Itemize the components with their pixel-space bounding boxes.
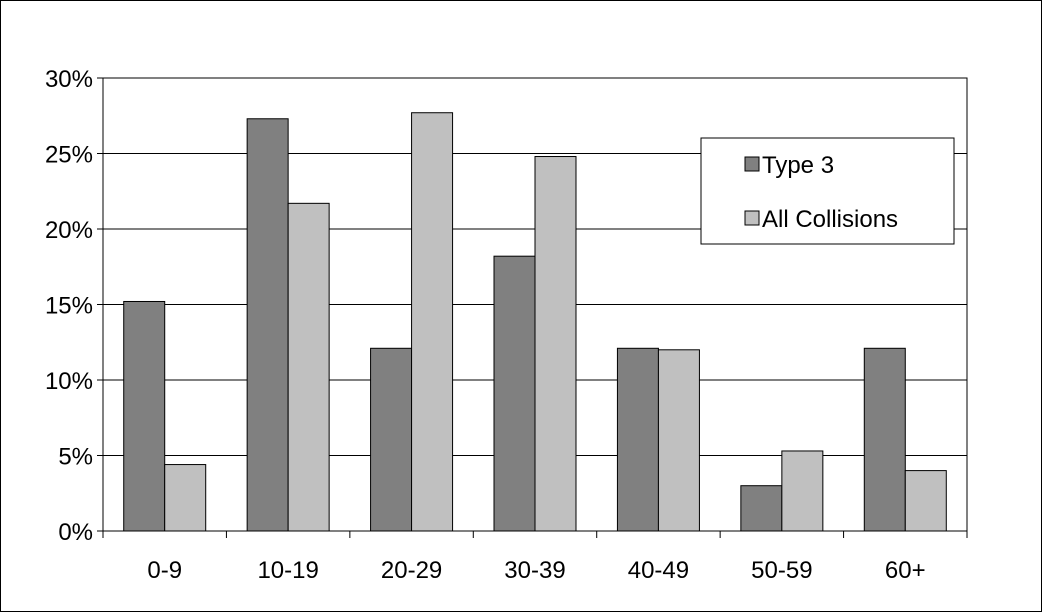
bar-type-3-20-29: [370, 347, 413, 532]
y-tick-label: 30%: [45, 66, 93, 93]
bar-all-collisions-20-29: [411, 112, 454, 532]
bar-all-collisions-0-9: [164, 464, 207, 532]
bar-type-3-60+: [863, 347, 906, 532]
y-tick-label: 0%: [58, 519, 93, 546]
bar-type-3-40-49: [616, 347, 659, 532]
legend-box: [700, 137, 955, 245]
x-tick-labels: 0-9 10-19 20-29 30-39 40-49 50-59 60+: [147, 557, 925, 584]
bars: [123, 112, 947, 532]
bar-all-collisions-10-19: [287, 202, 330, 532]
y-tick-label: 20%: [45, 217, 93, 244]
x-tick-label: 0-9: [147, 557, 182, 584]
x-tick-label: 50-59: [751, 557, 812, 584]
x-tick-label: 20-29: [381, 557, 442, 584]
y-tick-label: 10%: [45, 368, 93, 395]
bar-type-3-30-39: [493, 255, 536, 532]
x-tick-label: 10-19: [257, 557, 318, 584]
y-tick-label: 15%: [45, 293, 93, 320]
bar-type-3-10-19: [246, 118, 289, 532]
bar-all-collisions-60+: [904, 470, 947, 532]
x-tick-label: 30-39: [504, 557, 565, 584]
bar-all-collisions-40-49: [657, 349, 700, 532]
y-tick-labels: 0% 5% 10% 15% 20% 25% 30%: [45, 66, 93, 546]
legend-swatch-type-3: [744, 156, 760, 172]
x-tick-label: 60+: [885, 557, 926, 584]
x-tick-label: 40-49: [628, 557, 689, 584]
legend-label-type-3: Type 3: [762, 152, 834, 179]
axes: [97, 77, 968, 538]
y-tick-label: 25%: [45, 142, 93, 169]
legend-label-all-collisions: All Collisions: [762, 206, 898, 233]
legend-swatch-all-collisions: [744, 210, 760, 226]
bar-all-collisions-30-39: [534, 156, 577, 532]
bar-all-collisions-50-59: [781, 450, 824, 532]
bar-type-3-0-9: [123, 300, 166, 532]
y-tick-label: 5%: [58, 444, 93, 471]
bar-type-3-50-59: [740, 485, 783, 532]
legend: Type 3 All Collisions: [700, 137, 955, 245]
